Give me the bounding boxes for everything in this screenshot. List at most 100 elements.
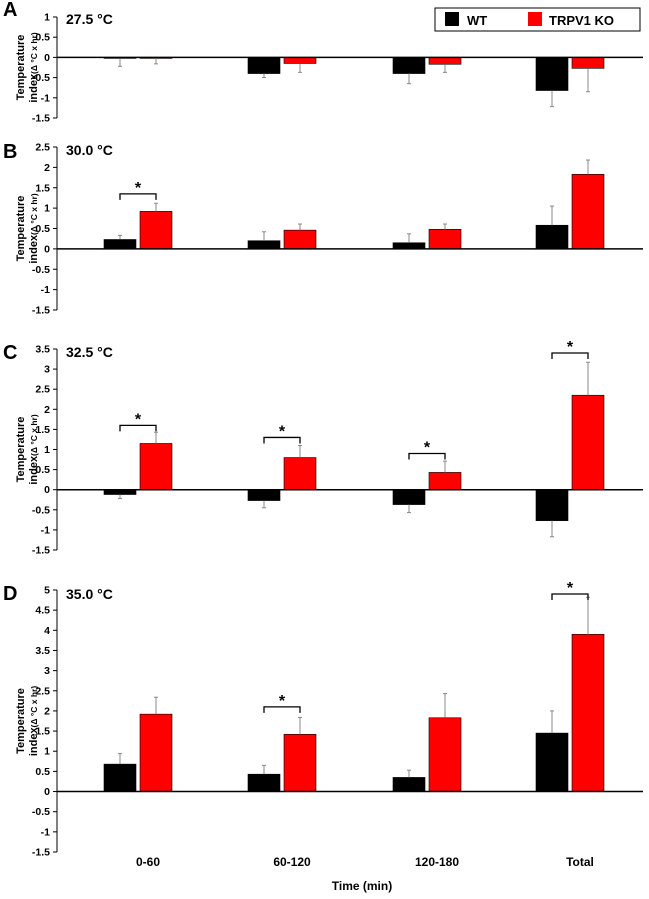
panel-d-ytick-label: 4.5 (35, 605, 50, 617)
panel-a-ytick-label: 0.5 (35, 32, 50, 44)
panel-d-bar-wt-1 (247, 773, 281, 792)
panel-b-ytick-label: -1.5 (32, 305, 50, 317)
panel-d-bar-ko-0 (139, 713, 173, 792)
panel-a-ytick-label: 1 (44, 12, 50, 24)
panel-d-ytick-label: 1.5 (35, 726, 50, 738)
panel-d-ytick-label: 5 (44, 585, 50, 597)
panel-c-bar-wt-1 (247, 489, 281, 501)
panel-c: C 32.5 °C Temperature index(Δ °C x hr) 3.5 3 2… (3, 339, 643, 557)
panel-b-ytick-label: 1.5 (35, 182, 50, 194)
panel-c-ytick-label: 0.5 (35, 464, 50, 476)
panel-c-bar-ko-1 (283, 457, 317, 491)
panel-b-ytick-label: -1 (41, 284, 50, 296)
panel-a: A 27.5 °C Temperature index(Δ °C x hr) 1 0.5 0… (3, 0, 643, 125)
panel-b-ylabel: Temperature (15, 196, 27, 262)
panel-d-bar-ko-1 (283, 734, 317, 792)
panel-b-bar-wt-0 (103, 239, 137, 250)
panel-b-bar-ko-3 (571, 174, 605, 250)
panel-b-ytick-label: 0.5 (35, 223, 50, 235)
legend-label-wt: WT (467, 13, 487, 28)
panel-b-ylabel-line2: index(Δ °C x hr) (28, 193, 40, 264)
panel-d-ytick-label: 0.5 (35, 766, 50, 778)
panel-b-bar-ko-0 (139, 211, 173, 250)
panel-b-ytick-label: 0 (44, 243, 50, 255)
panel-a-bar-ko-2 (428, 57, 462, 65)
panel-d-bar-wt-3 (535, 732, 569, 792)
panel-c-ytick-label: 1.5 (35, 424, 50, 436)
panel-c-significance-star-0: * (135, 411, 142, 428)
panel-c-title: 32.5 °C (66, 344, 113, 360)
panel-c-ytick-label: -1 (41, 524, 50, 536)
panel-c-ylabel: Temperature (15, 417, 27, 483)
panel-d-significance-star-1: * (567, 580, 574, 597)
x-axis-title: Time (min) (332, 879, 392, 893)
panel-d-ytick-label: 1 (44, 746, 50, 758)
panel-a-ytick-label: -0.5 (32, 72, 50, 84)
panel-c-bar-wt-3 (535, 489, 569, 521)
category-label-60-120: 60-120 (273, 855, 311, 869)
panel-d-significance-star-0: * (279, 693, 286, 710)
panel-b-ytick-label: -0.5 (32, 264, 50, 276)
panel-d-letter: D (3, 583, 17, 605)
panel-c-bar-ko-0 (139, 443, 173, 491)
panel-b-ytick-label: 2 (44, 162, 50, 174)
category-label-total: Total (566, 855, 594, 869)
panel-c-significance-star-1: * (279, 423, 286, 440)
panel-c-bar-ko-2 (428, 472, 462, 491)
panel-c-ytick-label: 1 (44, 444, 50, 456)
panel-d-ytick-label: 2 (44, 705, 50, 717)
panel-c-significance-bracket-0 (119, 424, 157, 432)
panel-b-bar-wt-1 (247, 240, 281, 250)
panel-b-bar-ko-2 (428, 229, 462, 250)
category-labels: 0-60 60-120 120-180 Total (136, 855, 594, 869)
panel-b-bar-wt-2 (392, 242, 426, 250)
panel-d-ytick-label: 3 (44, 665, 50, 677)
panel-d-ytick-label: -1.5 (32, 847, 50, 859)
panel-c-significance-star-2: * (424, 440, 431, 457)
panel-d: D 35.0 °C Temperature index(Δ °C x hr) 5 4.5 4… (3, 580, 643, 859)
panel-c-letter: C (3, 342, 17, 364)
panel-a-ylabel: Temperature (15, 35, 27, 101)
panel-b-ytick-label: 1 (44, 203, 50, 215)
panel-d-title: 35.0 °C (66, 586, 113, 602)
panel-c-significance-bracket-1 (263, 436, 301, 444)
legend: WT TRPV1 KO (434, 7, 641, 32)
panel-c-ytick-label: 3.5 (35, 344, 50, 356)
panel-c-ytick-label: -0.5 (32, 504, 50, 516)
panel-b-bar-wt-3 (535, 224, 569, 250)
panel-d-ylabel: Temperature (15, 688, 27, 754)
legend-swatch-ko (528, 12, 542, 26)
panel-a-ytick-label: -1.5 (32, 113, 50, 125)
category-label-120-180: 120-180 (415, 855, 459, 869)
panel-d-bar-ko-2 (428, 717, 462, 792)
panel-d-ytick-label: 2.5 (35, 685, 50, 697)
panel-c-ytick-label: 2 (44, 404, 50, 416)
panel-b-ytick-label: 2.5 (35, 142, 50, 154)
panel-a-title: 27.5 °C (66, 11, 113, 27)
category-label-0-60: 0-60 (136, 855, 160, 869)
panel-d-bar-ko-3 (571, 634, 605, 792)
panel-a-bar-wt-3 (535, 57, 569, 91)
panel-b-significance-star-0: * (135, 180, 142, 197)
panel-c-bar-wt-2 (392, 489, 426, 505)
panel-d-ytick-label: 0 (44, 786, 50, 798)
legend-swatch-wt (445, 12, 459, 26)
panel-d-bar-wt-2 (392, 777, 426, 792)
panel-a-ytick-label: -1 (41, 92, 50, 104)
panel-d-significance-bracket-1 (551, 593, 589, 601)
panel-c-significance-star-3: * (567, 339, 574, 356)
panel-c-ytick-label: 0 (44, 484, 50, 496)
panel-a-letter: A (3, 0, 17, 21)
panel-b-letter: B (3, 141, 17, 163)
panel-b-bar-ko-1 (283, 229, 317, 250)
panel-c-significance-bracket-3 (551, 352, 589, 360)
panel-d-ylabel-line2: index(Δ °C x hr) (28, 686, 40, 757)
panel-c-significance-bracket-2 (408, 452, 446, 460)
panel-a-bar-wt-2 (392, 57, 426, 74)
panel-a-bar-ko-3 (571, 57, 605, 69)
legend-label-ko: TRPV1 KO (549, 13, 614, 28)
panel-d-ytick-label: 3.5 (35, 645, 50, 657)
panel-c-ytick-label: 3 (44, 364, 50, 376)
